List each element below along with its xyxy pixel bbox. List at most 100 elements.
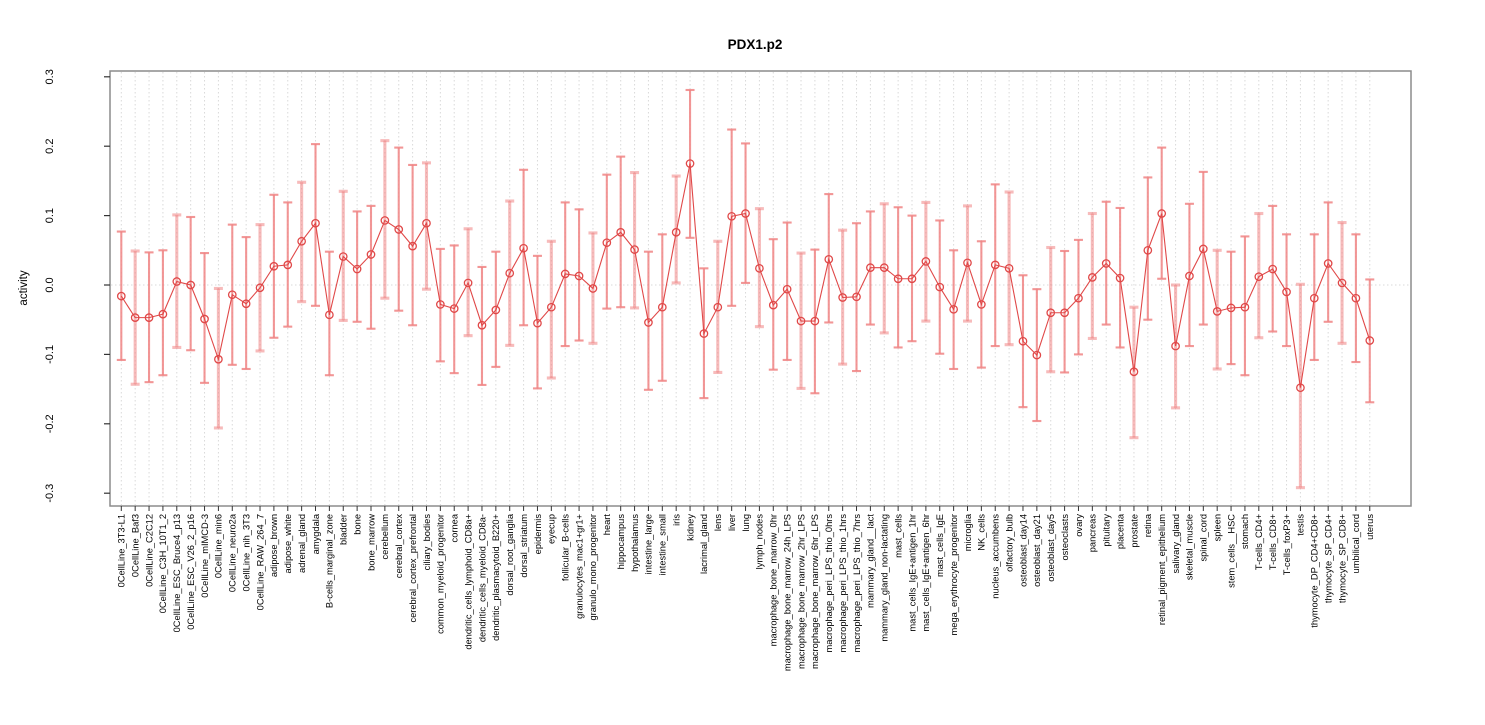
data-point [116, 291, 126, 301]
data-point [463, 278, 473, 288]
data-point [1296, 383, 1305, 393]
data-point [963, 258, 972, 268]
error-bar [116, 230, 126, 362]
x-tick-label: mammary_gland_non-lactating [880, 514, 890, 642]
x-tick-label: dorsal_root_ganglia [505, 513, 515, 595]
x-tick-label: spinal_cord [1199, 514, 1209, 562]
data-point [144, 313, 154, 322]
data-point [297, 236, 306, 246]
data-point [1226, 303, 1236, 313]
x-tick-label: iris [671, 514, 681, 526]
x-tick-label: thymocyte_SP_CD4+ [1323, 514, 1333, 603]
data-point [380, 216, 390, 225]
y-tick-label: 0.2 [44, 139, 56, 154]
data-point [1323, 259, 1333, 268]
x-tick-label: dorsal_striatum [519, 514, 529, 578]
y-tick-label: -0.2 [44, 414, 56, 433]
data-point [824, 254, 834, 264]
axis-labels: 0.3 0.2 0.1 0.0 -0.1 -0.2 -0.3 0CellLine_3T3-L1… [44, 69, 1375, 671]
data-point [533, 318, 542, 328]
data-point [1268, 264, 1278, 274]
data-point [1143, 245, 1153, 255]
x-tick-label: cornea [450, 513, 460, 542]
x-tick-label: ciliary_bodies [422, 514, 432, 571]
error-bar [352, 210, 362, 323]
x-tick-label: lens [713, 514, 723, 531]
data-point [172, 277, 182, 286]
data-point [1115, 273, 1125, 283]
data-point [1060, 308, 1069, 318]
y-tick-label: 0.1 [44, 208, 56, 223]
x-tick-label: T-cells_CD4+ [1254, 514, 1264, 570]
x-tick-label: 0CellLine_3T3-L1 [117, 514, 127, 587]
error-bar [893, 206, 903, 349]
x-tick-label: T-cells_CD8+ [1268, 514, 1278, 570]
data-point [644, 318, 653, 327]
data-point [352, 264, 362, 274]
data-point [671, 227, 681, 237]
data-point [394, 225, 404, 234]
data-point [1240, 302, 1250, 312]
data-point [366, 250, 376, 259]
x-tick-label: macrophage_bone_marrow_24h_LPS [782, 514, 792, 671]
x-tick-label: hippocampus [616, 514, 626, 570]
data-point [990, 260, 1000, 270]
data-point [546, 302, 556, 312]
data-point [1074, 293, 1083, 303]
x-tick-label: cerebral_cortex [394, 514, 404, 578]
data-points [116, 159, 1375, 393]
data-point [1129, 367, 1139, 377]
data-point [588, 284, 598, 293]
data-point [907, 274, 917, 284]
x-tick-label: adipose_brown [269, 514, 279, 577]
error-bar [1143, 176, 1153, 321]
data-point [200, 314, 209, 324]
error-bar [630, 171, 640, 310]
error-bar [1073, 238, 1083, 356]
data-point [1032, 350, 1042, 360]
error-bar [1323, 201, 1333, 323]
data-point [227, 290, 237, 300]
data-point [449, 304, 459, 313]
data-point [1101, 259, 1111, 268]
data-point [491, 305, 501, 315]
y-axis-title: activity [18, 270, 30, 305]
data-point [158, 309, 168, 319]
data-point [325, 310, 334, 320]
x-tick-label: 0CellLine_min6 [214, 514, 224, 578]
x-tick-label: retinal_pigment_epithelium [1157, 514, 1167, 625]
x-tick-label: 0CellLine_ESC_Bruce4_p13 [172, 514, 182, 632]
data-point [852, 292, 861, 302]
data-point [935, 282, 945, 292]
data-point [1171, 341, 1180, 351]
error-bar [1171, 283, 1181, 410]
x-tick-label: bladder [339, 514, 349, 545]
x-tick-label: ovary [1074, 514, 1084, 537]
x-tick-label: osteoblast_day21 [1032, 514, 1042, 587]
x-tick-label: testis [1296, 514, 1306, 536]
data-point [727, 211, 737, 221]
error-bar [366, 204, 376, 330]
x-tick-label: follicular_B-cells [561, 514, 571, 582]
data-point [977, 300, 986, 309]
data-point [657, 302, 667, 312]
x-tick-label: cerebellum [380, 514, 390, 560]
data-point [893, 274, 903, 284]
x-tick-label: NK_cells [977, 514, 987, 551]
x-tick-label: prostate [1129, 514, 1139, 548]
y-tick-label: -0.3 [44, 484, 56, 503]
data-point [1365, 336, 1375, 345]
data-point [949, 304, 958, 314]
data-point [560, 269, 570, 279]
series-polyline [120, 163, 1371, 388]
data-point [1282, 287, 1291, 297]
x-tick-label: placenta [1115, 513, 1125, 549]
x-tick-label: heart [602, 514, 612, 536]
x-tick-label: 0CellLine_ESC_V26_2_p16 [186, 514, 196, 630]
x-tick-label: osteoclasts [1060, 514, 1070, 561]
x-tick-label: macrophage_bone_marrow_2hr_LPS [796, 514, 806, 669]
data-point [755, 263, 764, 273]
x-tick-label: cerebral_cortex_prefrontal [408, 514, 418, 623]
x-tick-label: macrophage_peri_LPS_thio_1hrs [838, 514, 848, 653]
data-point [505, 268, 515, 278]
